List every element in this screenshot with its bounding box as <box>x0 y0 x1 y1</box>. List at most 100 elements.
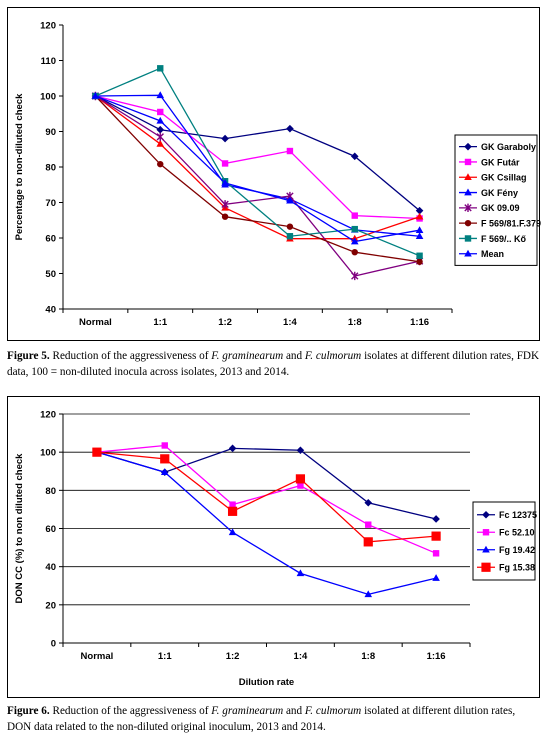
series-f-569-k- <box>92 65 423 259</box>
species-name: F. culmorum <box>304 350 362 362</box>
legend-item: Fg 19.42 <box>477 545 535 555</box>
legend-label: Fc 52.10 <box>499 528 535 538</box>
series-line <box>94 95 420 263</box>
data-point <box>228 528 237 536</box>
y-tick-label: 60 <box>45 524 56 535</box>
data-point <box>482 545 490 553</box>
y-tick-label: 100 <box>40 448 56 459</box>
data-point <box>157 108 164 116</box>
series-mean <box>91 92 424 245</box>
legend-item: F 569/.. Kő <box>459 234 527 244</box>
caption-text: Reduction of the aggressiveness of <box>49 350 212 362</box>
series-fg-15-38 <box>92 447 441 547</box>
legend-label: GK Csillag <box>481 173 527 183</box>
legend-label: GK Fény <box>481 188 518 198</box>
caption-text: and <box>283 350 305 362</box>
x-tick-label: 1:4 <box>294 651 308 662</box>
data-point <box>416 258 423 265</box>
legend-box <box>454 134 538 266</box>
data-point <box>91 92 100 99</box>
data-point <box>416 252 423 259</box>
series-line <box>95 95 420 220</box>
legend-label: Mean <box>481 249 504 259</box>
data-point <box>221 213 229 220</box>
y-tick-label: 90 <box>45 127 56 138</box>
y-tick-label: 80 <box>45 486 56 497</box>
data-point <box>481 562 491 572</box>
legend-item: Mean <box>459 249 504 259</box>
data-point <box>161 442 168 449</box>
data-point <box>464 158 472 166</box>
series-line <box>96 451 437 596</box>
y-axis-label: Percentage to non-diluted check <box>14 93 25 240</box>
y-tick-label: 50 <box>45 269 56 280</box>
legend-label: GK 09.09 <box>481 203 520 213</box>
legend-label: F 569/81.F.379 <box>481 218 541 228</box>
data-point <box>156 132 164 142</box>
y-tick-label: 120 <box>40 21 56 32</box>
x-tick-label: 1:8 <box>348 317 362 328</box>
legend-label: GK Futár <box>481 157 520 167</box>
data-point <box>364 590 373 598</box>
data-point <box>157 65 164 72</box>
data-point <box>286 223 294 230</box>
y-tick-label: 70 <box>45 198 56 209</box>
caption-text: Reduction of the aggressiveness of <box>49 705 212 717</box>
x-tick-label: 1:4 <box>283 317 297 328</box>
data-point <box>432 515 440 523</box>
data-point <box>227 506 238 516</box>
data-point <box>351 249 358 256</box>
data-point <box>156 116 165 124</box>
data-point <box>156 91 165 99</box>
data-point <box>156 125 165 134</box>
legend-label: Fg 15.38 <box>499 563 535 573</box>
data-point <box>464 219 472 227</box>
data-point <box>221 178 229 186</box>
x-axis-label: Dilution rate <box>239 677 294 688</box>
data-point <box>221 200 229 209</box>
series-gk-csillag <box>91 92 424 242</box>
data-point <box>350 152 359 161</box>
legend-label: GK Garaboly <box>481 142 536 152</box>
data-point <box>286 147 294 155</box>
data-point <box>464 188 472 196</box>
legend-label: F 569/.. Kő <box>481 234 527 244</box>
data-point <box>221 160 229 167</box>
y-tick-label: 40 <box>45 562 56 573</box>
don-line-chart: 0 20 40 60 80 100 120 Normal 1:1 1:2 1:4 1:8 1:16 DON… <box>14 410 537 689</box>
data-point <box>363 537 373 547</box>
data-point <box>432 550 440 557</box>
data-point <box>157 160 164 168</box>
species-name: F. graminearum <box>211 350 284 362</box>
data-point <box>297 482 304 489</box>
data-point <box>351 212 358 219</box>
y-tick-label: 60 <box>45 234 56 245</box>
series-gk-garaboly <box>91 92 424 215</box>
data-point <box>286 196 294 204</box>
legend-item: GK 09.09 <box>459 203 520 213</box>
caption-text: and <box>283 705 305 717</box>
species-name: F. culmorum <box>304 705 362 717</box>
x-tick-label: 1:1 <box>158 651 172 662</box>
data-point <box>431 531 441 541</box>
y-tick-label: 20 <box>45 600 56 611</box>
legend-label: Fg 19.42 <box>499 545 535 555</box>
data-point <box>464 249 472 257</box>
data-point <box>229 501 236 508</box>
data-point <box>432 574 440 581</box>
y-axis-label: DON CC (%) to non diluted check <box>14 453 25 604</box>
legend-item: GK Fény <box>459 188 518 198</box>
legend-item: Fg 15.38 <box>477 563 535 573</box>
data-point <box>464 203 472 213</box>
data-point <box>482 529 490 536</box>
series-line <box>95 95 421 212</box>
y-tick-label: 100 <box>40 92 56 103</box>
data-point <box>92 447 102 457</box>
x-tick-label: 1:1 <box>153 317 167 328</box>
series-line <box>95 95 420 243</box>
caption-text: isolates at different dilution rates, FD… <box>7 350 540 378</box>
fdk-line-chart: 40 50 60 70 80 90 100 110 120 Normal 1:1 1:2 1:4 1:8 1… <box>14 21 541 329</box>
series-gk-fut-r <box>92 92 423 222</box>
series-fg-19-42 <box>93 448 440 598</box>
data-point <box>295 474 306 484</box>
